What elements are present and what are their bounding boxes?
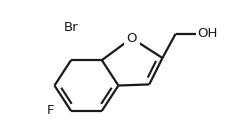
- Text: O: O: [126, 32, 137, 45]
- Text: OH: OH: [198, 27, 218, 40]
- Text: F: F: [47, 104, 54, 117]
- Text: Br: Br: [64, 21, 78, 34]
